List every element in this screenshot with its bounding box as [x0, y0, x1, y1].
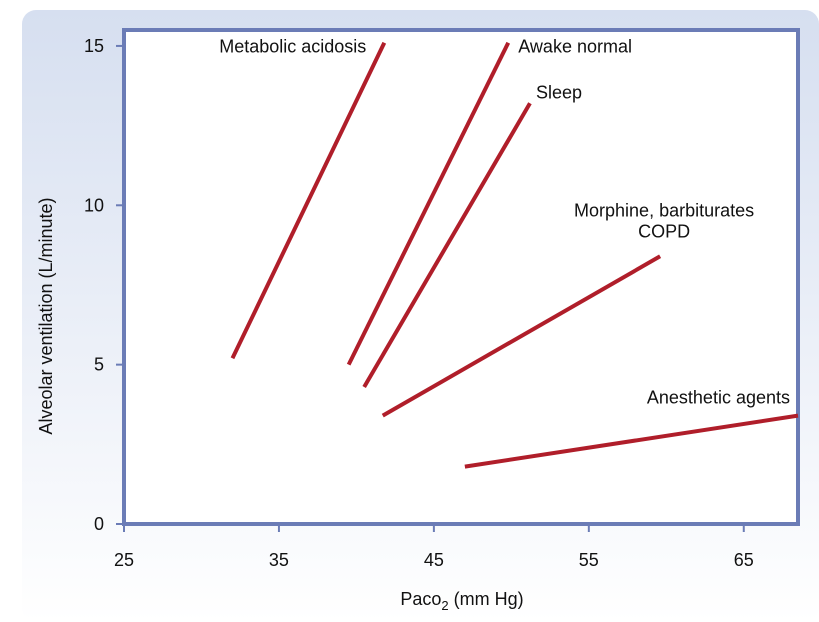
x-tick-label: 45	[424, 550, 444, 570]
series-label-line: Awake normal	[518, 37, 632, 57]
y-axis-label: Alveolar ventilation (L/minute)	[36, 197, 56, 434]
series-line	[464, 413, 799, 469]
y-tick-label: 0	[94, 514, 104, 534]
series-lines	[230, 41, 799, 469]
x-axis-label-main: Paco	[400, 589, 441, 609]
x-axis-label-unit: (mm Hg)	[449, 589, 524, 609]
series-line	[381, 254, 662, 418]
series-label-line: Anesthetic agents	[647, 388, 790, 408]
y-tick-label: 5	[94, 355, 104, 375]
series-label-line: Metabolic acidosis	[219, 37, 366, 57]
y-tick-label: 10	[84, 195, 104, 215]
series-label-line: Morphine, barbiturates	[574, 200, 754, 220]
series-labels: Metabolic acidosis Awake normal Sleep Morph…	[219, 37, 790, 408]
plot-area	[122, 28, 800, 526]
series-label: Morphine, barbiturates COPD	[574, 200, 754, 241]
series-label: Metabolic acidosis	[219, 37, 366, 57]
series-label: Anesthetic agents	[647, 388, 790, 408]
series-line	[362, 102, 532, 388]
axes: 25 35 45 55 65 0 5 10 15	[84, 36, 754, 570]
x-tick-label: 55	[579, 550, 599, 570]
series-label-line: Sleep	[536, 82, 582, 102]
x-tick-label: 65	[734, 550, 754, 570]
series-label: Sleep	[536, 82, 582, 102]
y-tick-label: 15	[84, 36, 104, 56]
x-tick-label: 35	[269, 550, 289, 570]
series-label: Awake normal	[518, 37, 632, 57]
x-axis-label: Paco2 (mm Hg)	[400, 589, 523, 613]
x-tick-label: 25	[114, 550, 134, 570]
x-axis-label-subscript: 2	[441, 598, 448, 613]
series-label-line: COPD	[638, 221, 690, 241]
series-line	[230, 41, 387, 360]
series-line	[346, 41, 511, 366]
